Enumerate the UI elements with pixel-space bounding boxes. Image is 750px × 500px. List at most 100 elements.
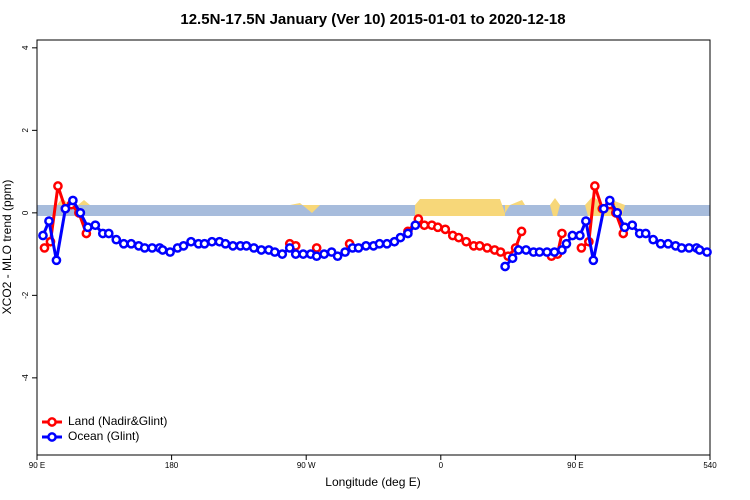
point — [90, 220, 101, 231]
x-tick-label: 540 — [703, 461, 717, 470]
legend-marker — [47, 432, 57, 442]
point — [228, 240, 238, 251]
point — [277, 249, 288, 259]
point — [410, 220, 421, 231]
point — [199, 238, 210, 249]
land-fraction-band — [37, 196, 710, 216]
point — [557, 228, 567, 239]
point — [157, 245, 168, 255]
point — [513, 245, 524, 255]
y-tick-label: 2 — [21, 128, 30, 133]
point — [534, 247, 545, 257]
point — [319, 249, 329, 259]
point — [403, 228, 413, 239]
point — [588, 255, 599, 266]
x-tick-label: 0 — [439, 461, 444, 470]
point — [249, 243, 259, 253]
point — [619, 222, 630, 233]
point — [453, 232, 464, 243]
point — [419, 220, 430, 231]
point — [640, 228, 651, 239]
y-axis-label: XCO2 - MLO trend (ppm) — [0, 180, 14, 315]
x-tick-label: 180 — [165, 461, 179, 470]
point — [542, 247, 552, 257]
point — [53, 181, 63, 191]
point — [75, 207, 86, 218]
point — [340, 247, 350, 257]
point — [627, 220, 638, 231]
point — [186, 236, 196, 247]
point — [220, 238, 231, 249]
point — [598, 203, 609, 214]
x-axis-label: Longitude (deg E) — [325, 475, 420, 489]
point — [575, 230, 585, 241]
point — [500, 261, 510, 272]
point — [118, 238, 129, 249]
point — [38, 230, 48, 241]
point — [332, 251, 343, 262]
point — [256, 245, 267, 255]
point — [702, 247, 712, 257]
point — [432, 222, 443, 233]
y-tick-label: 4 — [21, 45, 30, 50]
point — [111, 234, 122, 245]
point — [461, 236, 472, 247]
point — [284, 243, 295, 253]
point — [612, 207, 623, 218]
point — [290, 249, 301, 259]
point — [684, 243, 694, 253]
point — [694, 245, 705, 255]
point — [576, 243, 587, 253]
point — [676, 243, 687, 253]
plot-frame — [36, 39, 711, 456]
x-tick-label: 90 W — [297, 461, 316, 470]
point — [474, 240, 485, 251]
x-tick-label: 90 E — [29, 461, 45, 470]
point — [44, 216, 54, 226]
legend-label: Ocean (Glint) — [68, 429, 139, 443]
x-tick-label: 90 E — [567, 461, 583, 470]
point — [353, 243, 364, 253]
point — [126, 238, 137, 249]
point — [440, 224, 451, 235]
legend-label: Land (Nadir&Glint) — [68, 414, 167, 428]
point — [567, 230, 578, 241]
point — [82, 222, 93, 233]
point — [51, 255, 62, 266]
point — [507, 253, 518, 264]
point — [374, 238, 385, 249]
point — [581, 216, 591, 226]
point — [207, 236, 217, 247]
point — [655, 238, 666, 249]
point — [178, 240, 189, 251]
point — [663, 238, 673, 249]
point — [482, 243, 493, 253]
point — [311, 243, 322, 253]
legend-marker — [47, 417, 57, 427]
ocean-band — [37, 205, 710, 216]
point — [516, 226, 527, 237]
point — [648, 234, 659, 245]
point — [557, 245, 567, 255]
point — [589, 181, 600, 191]
point — [103, 228, 114, 239]
point — [60, 203, 71, 214]
chart-title: 12.5N-17.5N January (Ver 10) 2015-01-01 … — [180, 11, 565, 28]
point — [495, 247, 506, 257]
point — [604, 195, 615, 206]
land-fraction — [57, 196, 625, 216]
point — [68, 195, 78, 206]
point — [361, 240, 371, 251]
point — [561, 238, 572, 249]
y-tick-label: 0 — [21, 210, 30, 215]
y-tick-label: -2 — [21, 291, 30, 299]
point — [395, 232, 406, 243]
point — [269, 247, 280, 257]
point — [298, 249, 309, 259]
point — [382, 238, 392, 249]
point — [39, 243, 50, 253]
point — [139, 243, 150, 253]
point — [549, 247, 560, 257]
